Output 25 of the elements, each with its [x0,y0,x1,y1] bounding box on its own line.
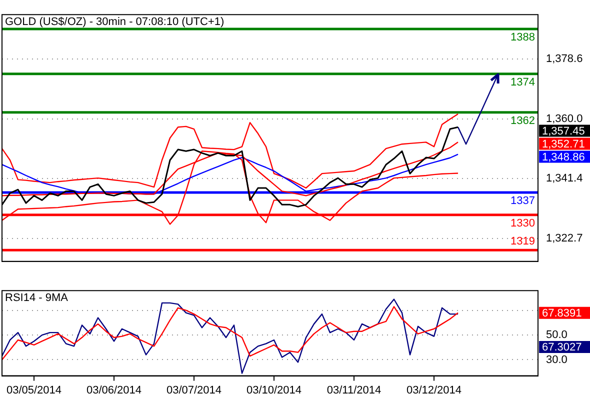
ref-line-label: 1319 [510,236,535,248]
text: 1,348.86 [542,151,585,164]
chart-title: RSI14 - 9MA [5,292,69,304]
y-tick-label: 1,341.4 [546,172,583,184]
ref-line-label: 1362 [510,114,535,127]
x-tick-label: 03/05/2014 [6,384,62,396]
ref-line-label: 1330 [510,217,535,230]
ref-line-label: 1388 [510,32,535,44]
y-tick-label: 30.0 [546,354,568,366]
text: 67.8391 [542,307,582,320]
ref-line-label: 1374 [510,76,535,88]
x-tick-label: 03/07/2014 [166,384,222,396]
x-tick-label: 03/12/2014 [406,384,462,396]
ref-line-label: 1337 [510,195,535,208]
y-tick-label: 50.0 [546,329,568,342]
y-tick-label: 1,360.0 [546,112,583,125]
x-tick-label: 03/06/2014 [86,384,142,396]
text: 67.3027 [542,342,582,354]
text: 1,357.45 [542,125,585,138]
y-tick-label: 1,378.6 [546,53,583,66]
text: 1,352.71 [542,138,585,150]
y-tick-label: 1,322.7 [546,232,583,244]
chart-title: GOLD (US$/OZ) - 30min - 07:08:10 (UTC+1) [5,16,224,28]
x-tick-label: 03/11/2014 [326,384,382,396]
x-tick-label: 03/10/2014 [246,384,302,396]
